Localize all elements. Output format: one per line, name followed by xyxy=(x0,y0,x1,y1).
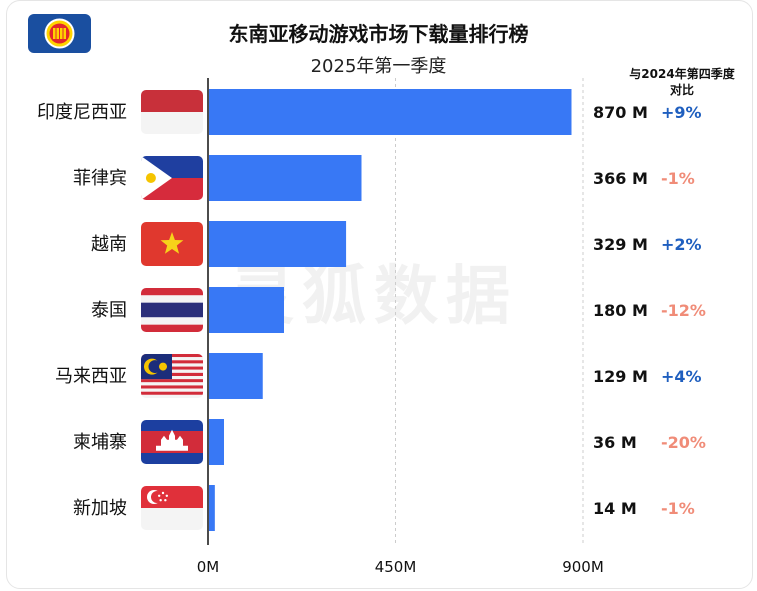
indonesia-flag-icon xyxy=(141,90,203,134)
value-label: 329 M xyxy=(593,235,648,254)
change-label: -12% xyxy=(661,301,706,320)
change-label: +4% xyxy=(661,367,702,386)
country-label: 越南 xyxy=(91,234,127,255)
country-label: 菲律宾 xyxy=(73,168,127,189)
bar xyxy=(209,89,572,135)
bar xyxy=(209,287,284,333)
x-tick-label: 0M xyxy=(197,558,220,576)
vietnam-flag-icon xyxy=(141,222,203,266)
change-label: -20% xyxy=(661,433,706,452)
bar xyxy=(209,485,215,531)
comparison-header-line1: 与2024年第四季度 xyxy=(629,67,735,81)
chart-subtitle: 2025年第一季度 xyxy=(310,56,447,77)
change-label: +2% xyxy=(661,235,702,254)
bar xyxy=(209,419,224,465)
country-label: 新加坡 xyxy=(73,498,127,519)
value-label: 180 M xyxy=(593,301,648,320)
asean-logo xyxy=(28,14,91,53)
x-tick-label: 900M xyxy=(562,558,604,576)
country-label: 马来西亚 xyxy=(55,366,127,387)
thailand-flag-icon xyxy=(141,288,203,332)
comparison-header: 与2024年第四季度 对比 xyxy=(612,66,752,98)
cambodia-flag-icon xyxy=(141,420,203,464)
bar xyxy=(209,353,263,399)
change-label: +9% xyxy=(661,103,702,122)
comparison-header-line2: 对比 xyxy=(669,83,694,97)
value-label: 129 M xyxy=(593,367,648,386)
asean-emblem-icon xyxy=(44,18,75,49)
value-label: 14 M xyxy=(593,499,637,518)
change-label: -1% xyxy=(661,169,695,188)
singapore-flag-icon xyxy=(141,486,203,530)
country-label: 泰国 xyxy=(91,300,127,321)
country-label: 印度尼西亚 xyxy=(37,102,127,123)
change-label: -1% xyxy=(661,499,695,518)
x-tick-label: 450M xyxy=(375,558,417,576)
country-label: 柬埔寨 xyxy=(73,432,127,453)
value-label: 870 M xyxy=(593,103,648,122)
value-label: 366 M xyxy=(593,169,648,188)
malaysia-flag-icon xyxy=(141,354,203,398)
bar xyxy=(209,221,347,267)
bar xyxy=(209,155,362,201)
chart-title: 东南亚移动游戏市场下载量排行榜 xyxy=(228,22,529,46)
philippines-flag-icon xyxy=(141,156,203,200)
value-label: 36 M xyxy=(593,433,637,452)
